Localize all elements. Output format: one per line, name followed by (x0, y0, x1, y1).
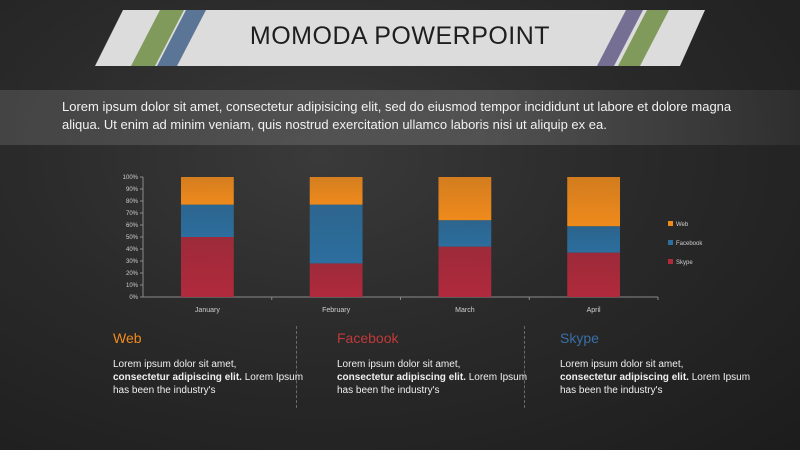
x-tick-label: February (322, 307, 351, 314)
title-banner (95, 10, 705, 66)
x-tick-label: April (587, 307, 601, 314)
web-description: Lorem ipsum dolor sit amet, consectetur a… (113, 358, 313, 397)
y-tick-label: 20% (126, 271, 139, 277)
column-divider (296, 326, 297, 408)
bar-web-march (438, 177, 492, 221)
facebook-text-bold: consectetur adipiscing elit. (337, 372, 466, 383)
bar-web-february (309, 177, 363, 205)
column-divider (524, 326, 525, 408)
skype-text-bold: consectetur adipiscing elit. (560, 372, 689, 383)
y-tick-label: 70% (126, 211, 139, 217)
web-text-bold: consectetur adipiscing elit. (113, 372, 242, 383)
facebook-text-2: Lorem Ipsum has been the industry's (337, 372, 528, 396)
y-tick-label: 40% (126, 247, 139, 253)
bar-web-january (180, 177, 234, 205)
legend-swatch-skype (668, 259, 673, 264)
web-heading: Web (113, 330, 142, 346)
bar-skype-march (438, 246, 492, 297)
y-tick-label: 30% (126, 259, 139, 265)
legend-label-facebook: Facebook (676, 241, 703, 247)
facebook-column: Facebook Lorem ipsum dolor sit amet, cons… (337, 330, 537, 397)
skype-text-1: Lorem ipsum dolor sit amet, (560, 359, 684, 370)
legend-swatch-web (668, 221, 673, 226)
legend-label-skype: Skype (676, 260, 693, 266)
bar-skype-january (180, 237, 234, 297)
banner-background (95, 10, 705, 66)
skype-text-2: Lorem Ipsum has been the industry's (560, 372, 751, 396)
bar-facebook-february (309, 204, 363, 264)
web-text-1: Lorem ipsum dolor sit amet, (113, 359, 237, 370)
facebook-description: Lorem ipsum dolor sit amet, consectetur a… (337, 358, 537, 397)
intro-paragraph: Lorem ipsum dolor sit amet, consectetur … (62, 99, 732, 132)
web-column: Web Lorem ipsum dolor sit amet, consectet… (113, 330, 313, 397)
y-tick-label: 80% (126, 199, 139, 205)
facebook-text-1: Lorem ipsum dolor sit amet, (337, 359, 461, 370)
bar-web-april (567, 177, 621, 227)
skype-description: Lorem ipsum dolor sit amet, consectetur a… (560, 358, 760, 397)
bar-facebook-march (438, 220, 492, 247)
y-tick-label: 10% (126, 283, 139, 289)
bar-facebook-april (567, 226, 621, 253)
facebook-heading: Facebook (337, 330, 399, 346)
banner-stripe-purple-right (597, 10, 643, 66)
skype-heading: Skype (560, 330, 599, 346)
x-tick-label: January (195, 307, 220, 314)
y-tick-label: 100% (123, 175, 139, 181)
skype-column: Skype Lorem ipsum dolor sit amet, consect… (560, 330, 760, 397)
y-tick-label: 90% (126, 187, 139, 193)
y-tick-label: 0% (129, 295, 138, 301)
slide-title: MOMODA POWERPOINT (249, 22, 551, 50)
legend-label-web: Web (676, 222, 689, 228)
bar-facebook-january (180, 204, 234, 237)
web-text-2: Lorem Ipsum has been the industry's (113, 372, 304, 396)
bar-skype-april (567, 252, 621, 297)
legend-swatch-facebook (668, 240, 673, 245)
bar-skype-february (309, 263, 363, 297)
y-tick-label: 50% (126, 235, 139, 241)
banner-stripe-green-right (618, 10, 669, 66)
x-tick-label: March (455, 307, 475, 314)
banner-stripe-green-left (131, 10, 184, 66)
y-tick-label: 60% (126, 223, 139, 229)
banner-stripe-blue-left (157, 10, 206, 66)
intro-band (0, 90, 800, 145)
